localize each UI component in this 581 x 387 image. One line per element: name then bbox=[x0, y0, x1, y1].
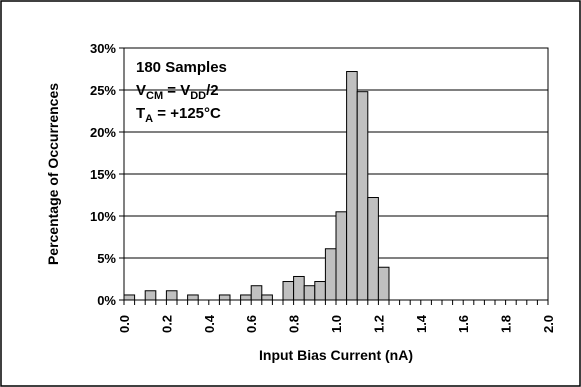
annotation-vcm: VCM = VDD/2 bbox=[136, 82, 219, 102]
histogram-bar bbox=[346, 71, 358, 301]
histogram-bar bbox=[240, 294, 252, 301]
histogram-bar bbox=[165, 290, 178, 301]
y-tick-label: 5% bbox=[97, 251, 116, 266]
histogram-bar bbox=[144, 290, 157, 301]
annotation-ta-end: = +125°C bbox=[153, 105, 221, 122]
histogram-bar bbox=[324, 248, 337, 301]
annotation-vcm-mid: = V bbox=[163, 82, 190, 99]
annotation-ta-sub: A bbox=[145, 113, 153, 125]
histogram-bar bbox=[187, 294, 199, 301]
annotation-vcm-sub: CM bbox=[146, 90, 163, 102]
x-tick-label: 1.2 bbox=[371, 315, 386, 333]
annotation-vcm-end: /2 bbox=[206, 82, 219, 99]
annotation-box: 180 Samples VCM = VDD/2 TA = +125°C bbox=[136, 59, 227, 125]
x-tick-label: 0.4 bbox=[202, 314, 217, 333]
x-tick-label: 1.6 bbox=[456, 315, 471, 333]
x-tick-label: 1.4 bbox=[414, 314, 429, 333]
y-tick-label: 15% bbox=[90, 167, 116, 182]
axes: 0% 5% 10% 15% 20% 25% 30% 0.0 0.2 0.4 0.6 0.8 1.0 1.2… bbox=[90, 41, 556, 333]
x-tick-label: 1.0 bbox=[329, 315, 344, 333]
histogram-bar bbox=[123, 294, 136, 301]
y-tick-label: 10% bbox=[90, 209, 116, 224]
x-axis-title: Input Bias Current (nA) bbox=[259, 347, 413, 363]
x-tick-label: 2.0 bbox=[541, 315, 556, 333]
histogram-bar bbox=[250, 285, 263, 301]
x-tick-label: 0.8 bbox=[287, 315, 302, 333]
histogram-bar bbox=[293, 275, 305, 301]
annotation-vdd-sub: DD bbox=[190, 90, 206, 102]
histogram-bar bbox=[303, 285, 316, 301]
bars bbox=[123, 71, 390, 301]
x-tick-label: 1.8 bbox=[499, 315, 514, 333]
y-tick-label: 20% bbox=[90, 125, 116, 140]
x-tick-label: 0.6 bbox=[244, 315, 259, 333]
annotation-samples: 180 Samples bbox=[136, 59, 227, 76]
histogram-bar bbox=[282, 281, 295, 301]
histogram-bar bbox=[377, 266, 390, 301]
annotation-ta: TA = +125°C bbox=[136, 105, 221, 125]
x-tick-label: 0.2 bbox=[159, 315, 174, 333]
histogram-bar bbox=[261, 294, 273, 301]
histogram-bar bbox=[367, 197, 379, 301]
histogram-bar bbox=[335, 211, 348, 301]
y-tick-label: 25% bbox=[90, 83, 116, 98]
annotation-ta-main: T bbox=[136, 105, 145, 122]
x-tick-label: 0.0 bbox=[117, 315, 132, 333]
histogram-bar bbox=[356, 91, 369, 301]
y-axis-title: Percentage of Occurrences bbox=[45, 83, 61, 265]
y-tick-label: 0% bbox=[97, 293, 116, 308]
annotation-vcm-main: V bbox=[136, 82, 146, 99]
histogram-bar bbox=[218, 294, 231, 301]
y-tick-label: 30% bbox=[90, 41, 116, 56]
histogram-bar bbox=[314, 281, 326, 301]
